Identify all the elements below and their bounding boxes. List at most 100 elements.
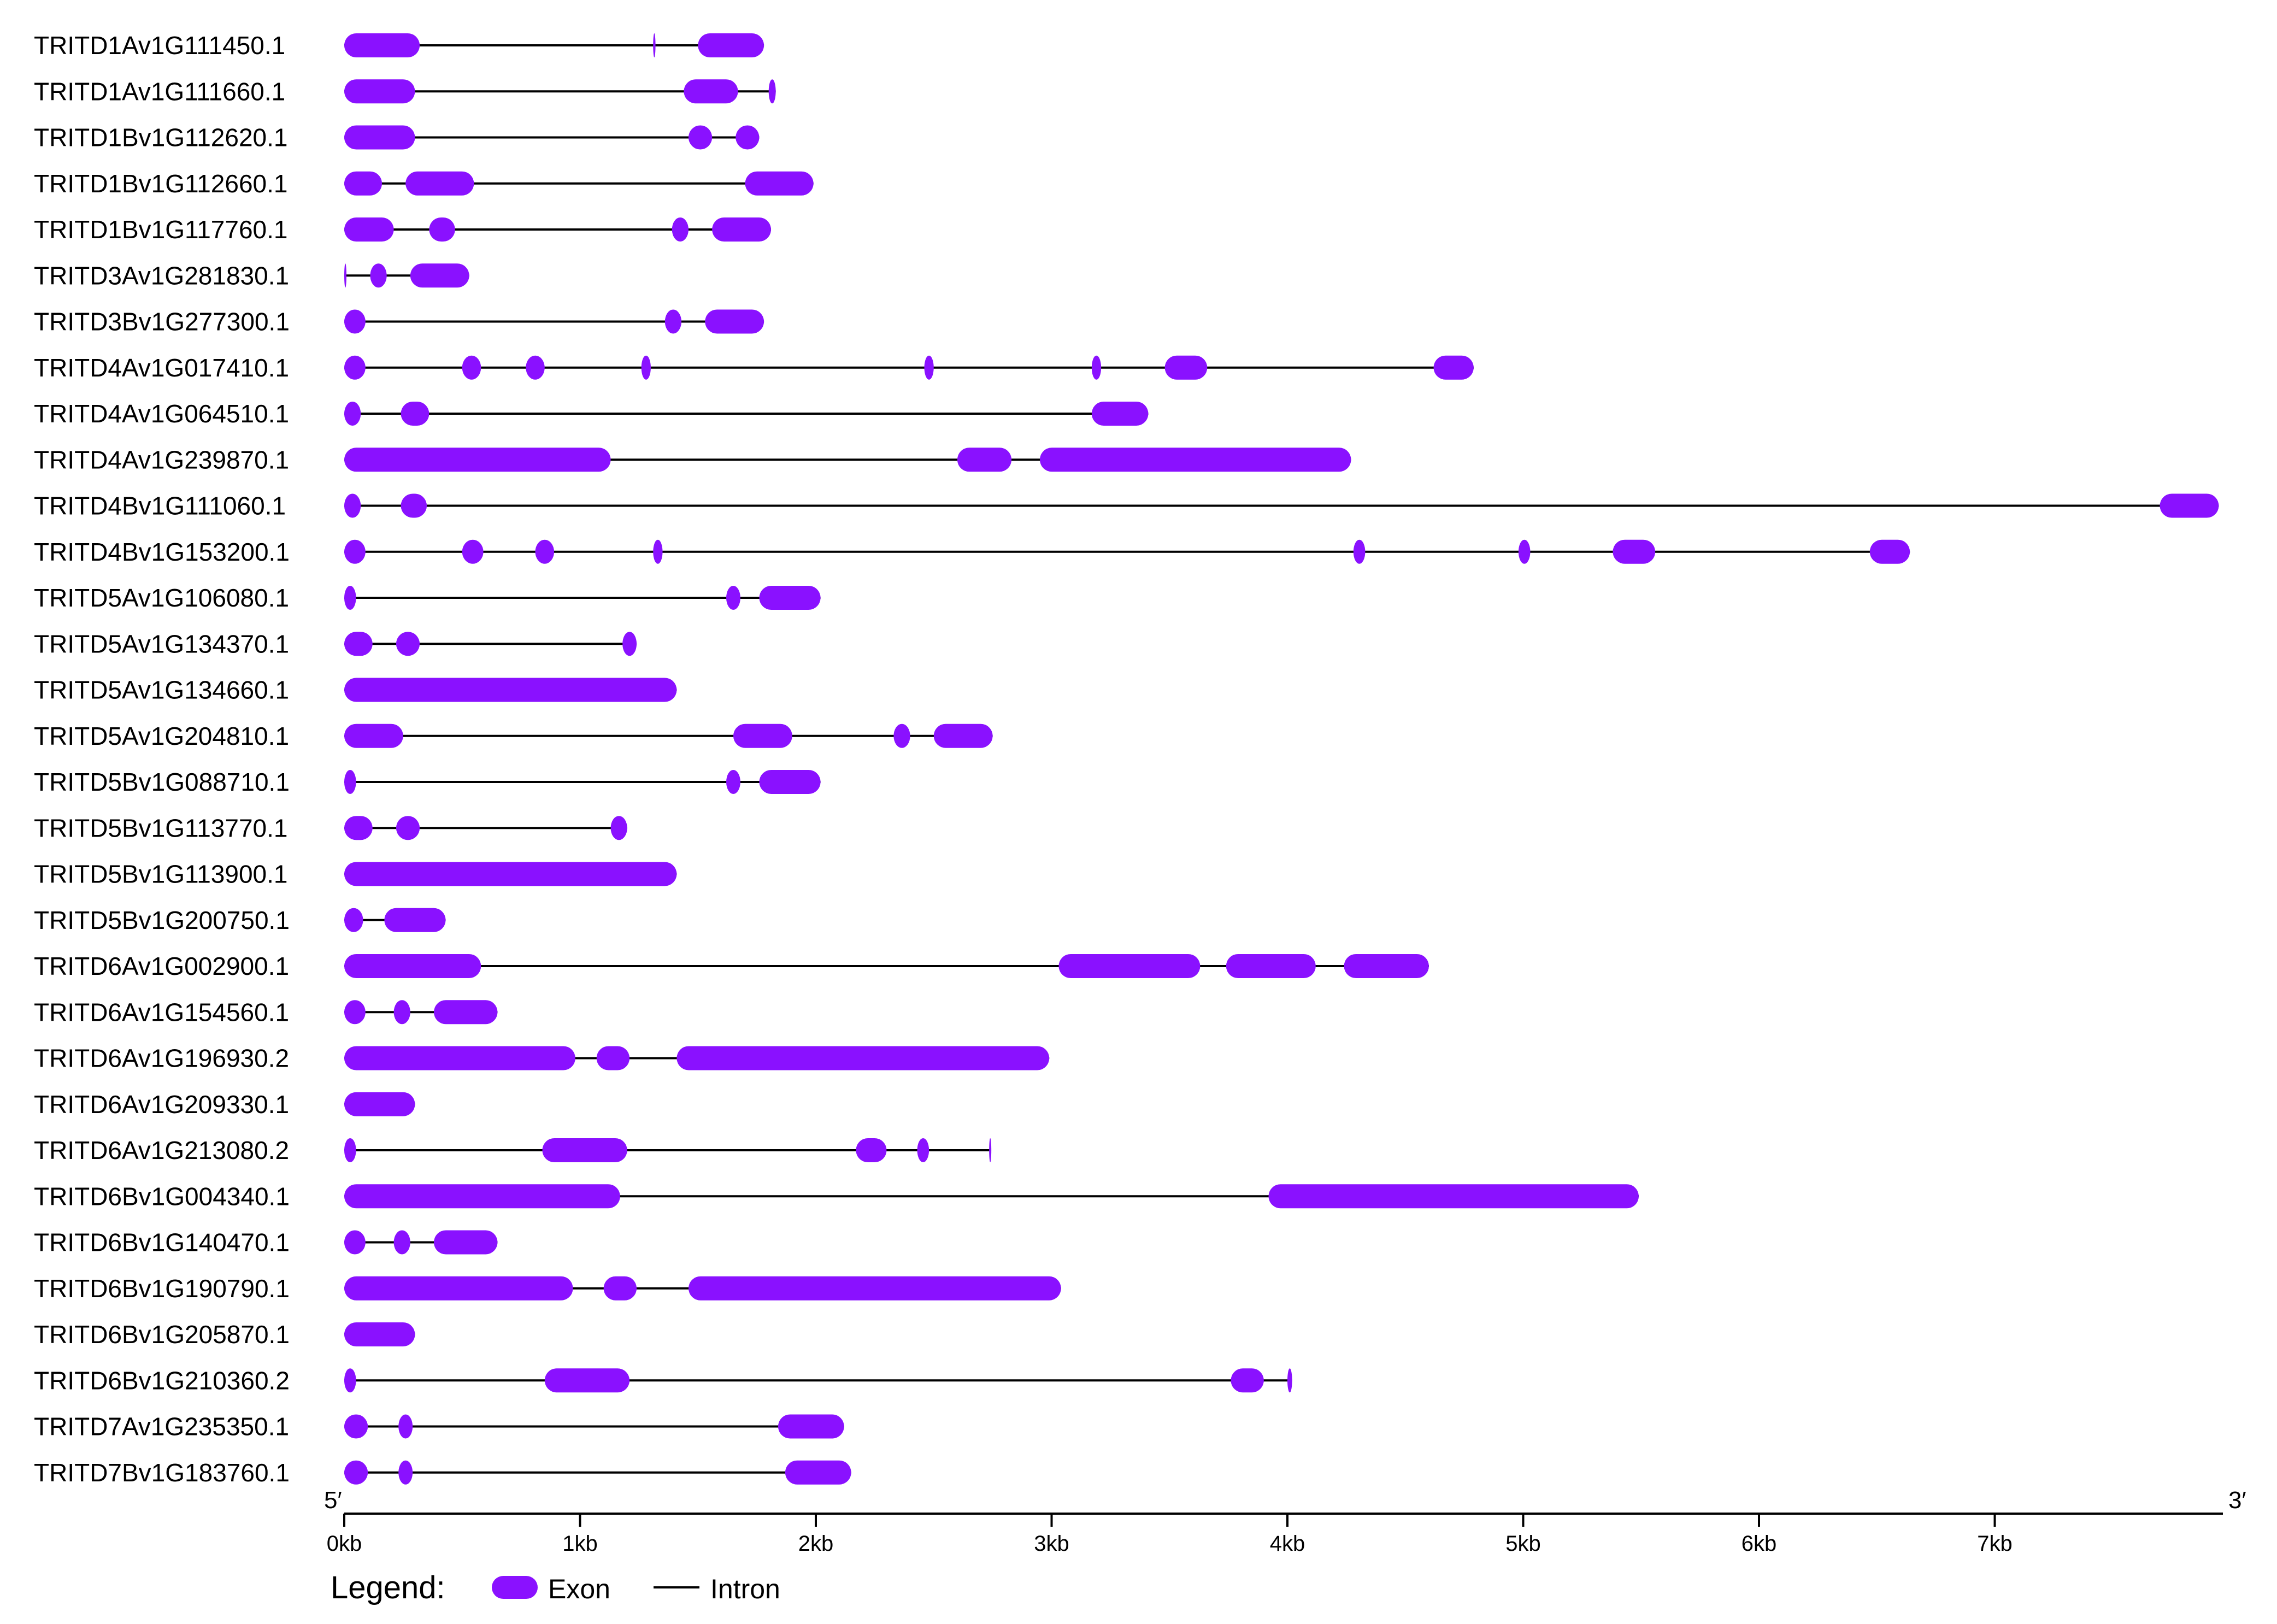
exon-block (544, 1368, 630, 1393)
exon-block (1226, 954, 1316, 978)
gene-name-label: TRITD1Av1G111450.1 (34, 31, 285, 60)
exon-block (785, 1460, 851, 1485)
x-axis-tick-label: 0kb (327, 1532, 362, 1556)
exon-block (705, 309, 764, 334)
exon-block (344, 770, 356, 794)
gene-name-label: TRITD4Bv1G153200.1 (34, 538, 290, 566)
x-axis-tick-label: 7kb (1977, 1532, 2013, 1556)
exon-block (433, 1230, 498, 1255)
exon-block (401, 402, 429, 426)
exon-block (429, 217, 455, 242)
x-axis-tick-label: 4kb (1270, 1532, 1305, 1556)
gene-name-label: TRITD5Bv1G088710.1 (34, 768, 290, 796)
exon-block (688, 1276, 1061, 1301)
exon-block (2160, 493, 2219, 518)
exon-block (344, 125, 415, 150)
gene-row: TRITD4Av1G239870.1 (34, 445, 1351, 474)
gene-row: TRITD5Av1G204810.1 (34, 722, 993, 750)
gene-name-label: TRITD5Bv1G113770.1 (34, 814, 288, 842)
exon-block (462, 539, 484, 564)
legend: Legend: Exon Intron (331, 1570, 780, 1605)
exon-block (344, 171, 383, 196)
gene-name-label: TRITD4Av1G239870.1 (34, 445, 289, 474)
gene-name-label: TRITD5Av1G106080.1 (34, 584, 289, 612)
exon-block (641, 355, 651, 380)
gene-row: TRITD5Av1G106080.1 (34, 584, 821, 612)
exon-block (344, 309, 366, 334)
exon-block (1039, 448, 1351, 472)
legend-title: Legend: (331, 1570, 445, 1605)
gene-row: TRITD5Av1G134370.1 (34, 629, 637, 658)
gene-row: TRITD4Av1G064510.1 (34, 399, 1149, 428)
gene-name-label: TRITD4Bv1G111060.1 (34, 492, 286, 520)
axis-3-prime-label: 3′ (2228, 1487, 2246, 1514)
exon-block (1164, 355, 1208, 380)
exon-block (344, 586, 356, 610)
exon-block (344, 448, 611, 472)
exon-block (393, 1230, 410, 1255)
x-axis-ticks: 0kb 1kb 2kb 3kb 4kb 5kb 6kb 7kb (327, 1514, 2013, 1556)
exon-block (401, 493, 427, 518)
exon-block (684, 79, 738, 104)
gene-name-label: TRITD5Av1G134370.1 (34, 629, 289, 658)
gene-row: TRITD7Av1G235350.1 (34, 1413, 844, 1441)
gene-row: TRITD6Bv1G004340.1 (34, 1182, 1639, 1210)
exon-block (1518, 539, 1531, 564)
exon-block (676, 1046, 1050, 1070)
exon-block (344, 1322, 415, 1346)
exon-block (1231, 1368, 1264, 1393)
exon-block (653, 539, 663, 564)
exon-block (344, 79, 415, 104)
exon-block (924, 355, 934, 380)
gene-name-label: TRITD6Bv1G205870.1 (34, 1320, 290, 1349)
exon-block (384, 908, 446, 932)
exon-block (398, 1414, 413, 1439)
gene-name-label: TRITD6Bv1G140470.1 (34, 1228, 290, 1257)
exon-block (733, 723, 792, 748)
exon-block (344, 402, 361, 426)
gene-row: TRITD6Av1G196930.2 (34, 1044, 1050, 1073)
gene-name-label: TRITD7Av1G235350.1 (34, 1413, 289, 1441)
gene-row: TRITD5Bv1G200750.1 (34, 906, 446, 934)
exon-block (917, 1138, 929, 1162)
gene-rows: TRITD1Av1G111450.1 TRITD1Av1G111660.1 TRIT… (34, 31, 2219, 1487)
exon-block (1433, 355, 1474, 380)
exon-block (1268, 1184, 1639, 1209)
x-axis-tick-label: 5kb (1505, 1532, 1541, 1556)
gene-row: TRITD1Bv1G112660.1 (34, 169, 814, 198)
exon-block (370, 263, 387, 288)
exon-block (893, 723, 910, 748)
gene-row: TRITD5Bv1G113770.1 (34, 814, 627, 842)
exon-block (688, 125, 713, 150)
exon-block (1091, 402, 1149, 426)
exon-block (344, 632, 373, 656)
gene-name-label: TRITD6Av1G196930.2 (34, 1044, 289, 1073)
exon-block (396, 632, 420, 656)
exon-block (344, 1230, 366, 1255)
exon-block (759, 770, 821, 794)
gene-row: TRITD7Bv1G183760.1 (34, 1458, 851, 1487)
exon-block (344, 1046, 575, 1070)
exon-block (768, 79, 776, 104)
exon-block (344, 1368, 356, 1393)
exon-block (398, 1460, 413, 1485)
gene-row: TRITD6Bv1G205870.1 (34, 1320, 415, 1349)
gene-name-label: TRITD1Bv1G112660.1 (34, 169, 288, 198)
exon-block (410, 263, 469, 288)
legend-intron-label: Intron (710, 1574, 780, 1604)
gene-row: TRITD1Bv1G112620.1 (34, 123, 760, 152)
gene-row: TRITD6Av1G209330.1 (34, 1090, 415, 1119)
gene-name-label: TRITD5Bv1G200750.1 (34, 906, 290, 934)
exon-block (344, 355, 366, 380)
exon-block (1613, 539, 1656, 564)
exon-block (989, 1138, 992, 1162)
exon-block (1869, 539, 1910, 564)
exon-block (1353, 539, 1366, 564)
gene-name-label: TRITD4Av1G017410.1 (34, 354, 289, 382)
exon-block (1058, 954, 1201, 978)
exon-block (759, 586, 821, 610)
x-axis-tick-label: 6kb (1741, 1532, 1777, 1556)
legend-exon-swatch (492, 1576, 538, 1599)
exon-block (344, 908, 363, 932)
